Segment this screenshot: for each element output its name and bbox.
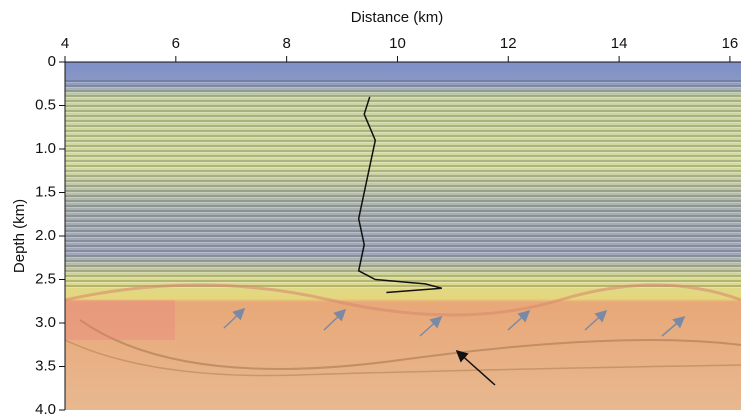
y-tick-label: 3.5 (35, 357, 56, 374)
y-tick-label: 1.0 (35, 140, 56, 157)
x-tick-label: 12 (500, 35, 517, 52)
y-tick-label: 3.0 (35, 314, 56, 331)
x-tick-label: 8 (282, 35, 290, 52)
y-axis-title: Depth (km) (11, 199, 28, 273)
annotation-arrows (223, 307, 686, 386)
x-tick-label: 10 (389, 35, 406, 52)
x-tick-label: 6 (172, 35, 180, 52)
y-tick-label: 2.5 (35, 270, 56, 287)
y-tick-label: 1.5 (35, 183, 56, 200)
x-tick-label: 14 (611, 35, 628, 52)
well-log (357, 96, 442, 294)
x-tick-label: 4 (61, 35, 69, 52)
x-tick-label: 16 (722, 35, 739, 52)
seismic-image (64, 62, 741, 410)
y-tick-label: 2.0 (35, 227, 56, 244)
x-axis-title: Distance (km) (351, 9, 444, 26)
y-tick-label: 0 (48, 53, 56, 70)
y-tick-label: 4.0 (35, 401, 56, 414)
y-tick-label: 0.5 (35, 96, 56, 113)
